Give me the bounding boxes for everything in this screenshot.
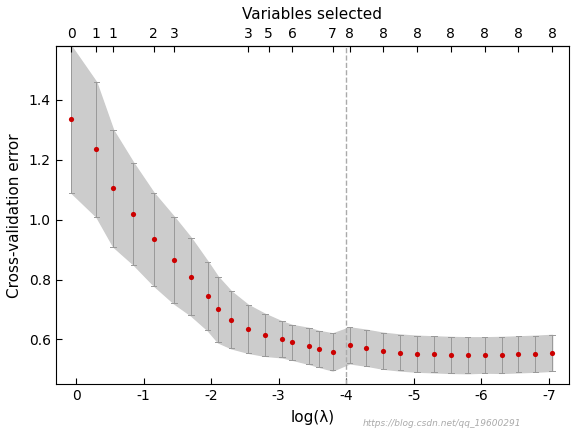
Point <box>345 342 354 349</box>
Point <box>548 349 557 356</box>
Y-axis label: Cross-validation error: Cross-validation error <box>7 133 22 298</box>
Point <box>378 347 388 354</box>
Point <box>203 292 213 299</box>
Point <box>169 257 179 264</box>
Point <box>108 185 118 192</box>
Point <box>278 336 287 343</box>
X-axis label: Variables selected: Variables selected <box>242 7 382 22</box>
Point <box>429 351 438 358</box>
Point <box>514 351 523 358</box>
Point <box>530 350 540 357</box>
Point <box>213 306 222 313</box>
Point <box>463 352 472 359</box>
Point <box>92 146 101 153</box>
Point <box>412 350 422 357</box>
Point <box>446 352 456 359</box>
Point <box>396 349 405 356</box>
Point <box>149 236 158 243</box>
X-axis label: log(λ): log(λ) <box>290 410 335 425</box>
Point <box>497 352 506 359</box>
Point <box>186 273 195 280</box>
Point <box>305 343 314 349</box>
Point <box>67 116 76 123</box>
Point <box>244 325 253 332</box>
Point <box>129 210 138 217</box>
Point <box>480 352 489 359</box>
Text: https://blog.csdn.net/qq_19600291: https://blog.csdn.net/qq_19600291 <box>363 419 521 428</box>
Point <box>260 331 270 338</box>
Point <box>328 349 338 356</box>
Point <box>227 317 236 324</box>
Point <box>362 344 371 351</box>
Point <box>287 339 297 346</box>
Point <box>314 346 324 353</box>
